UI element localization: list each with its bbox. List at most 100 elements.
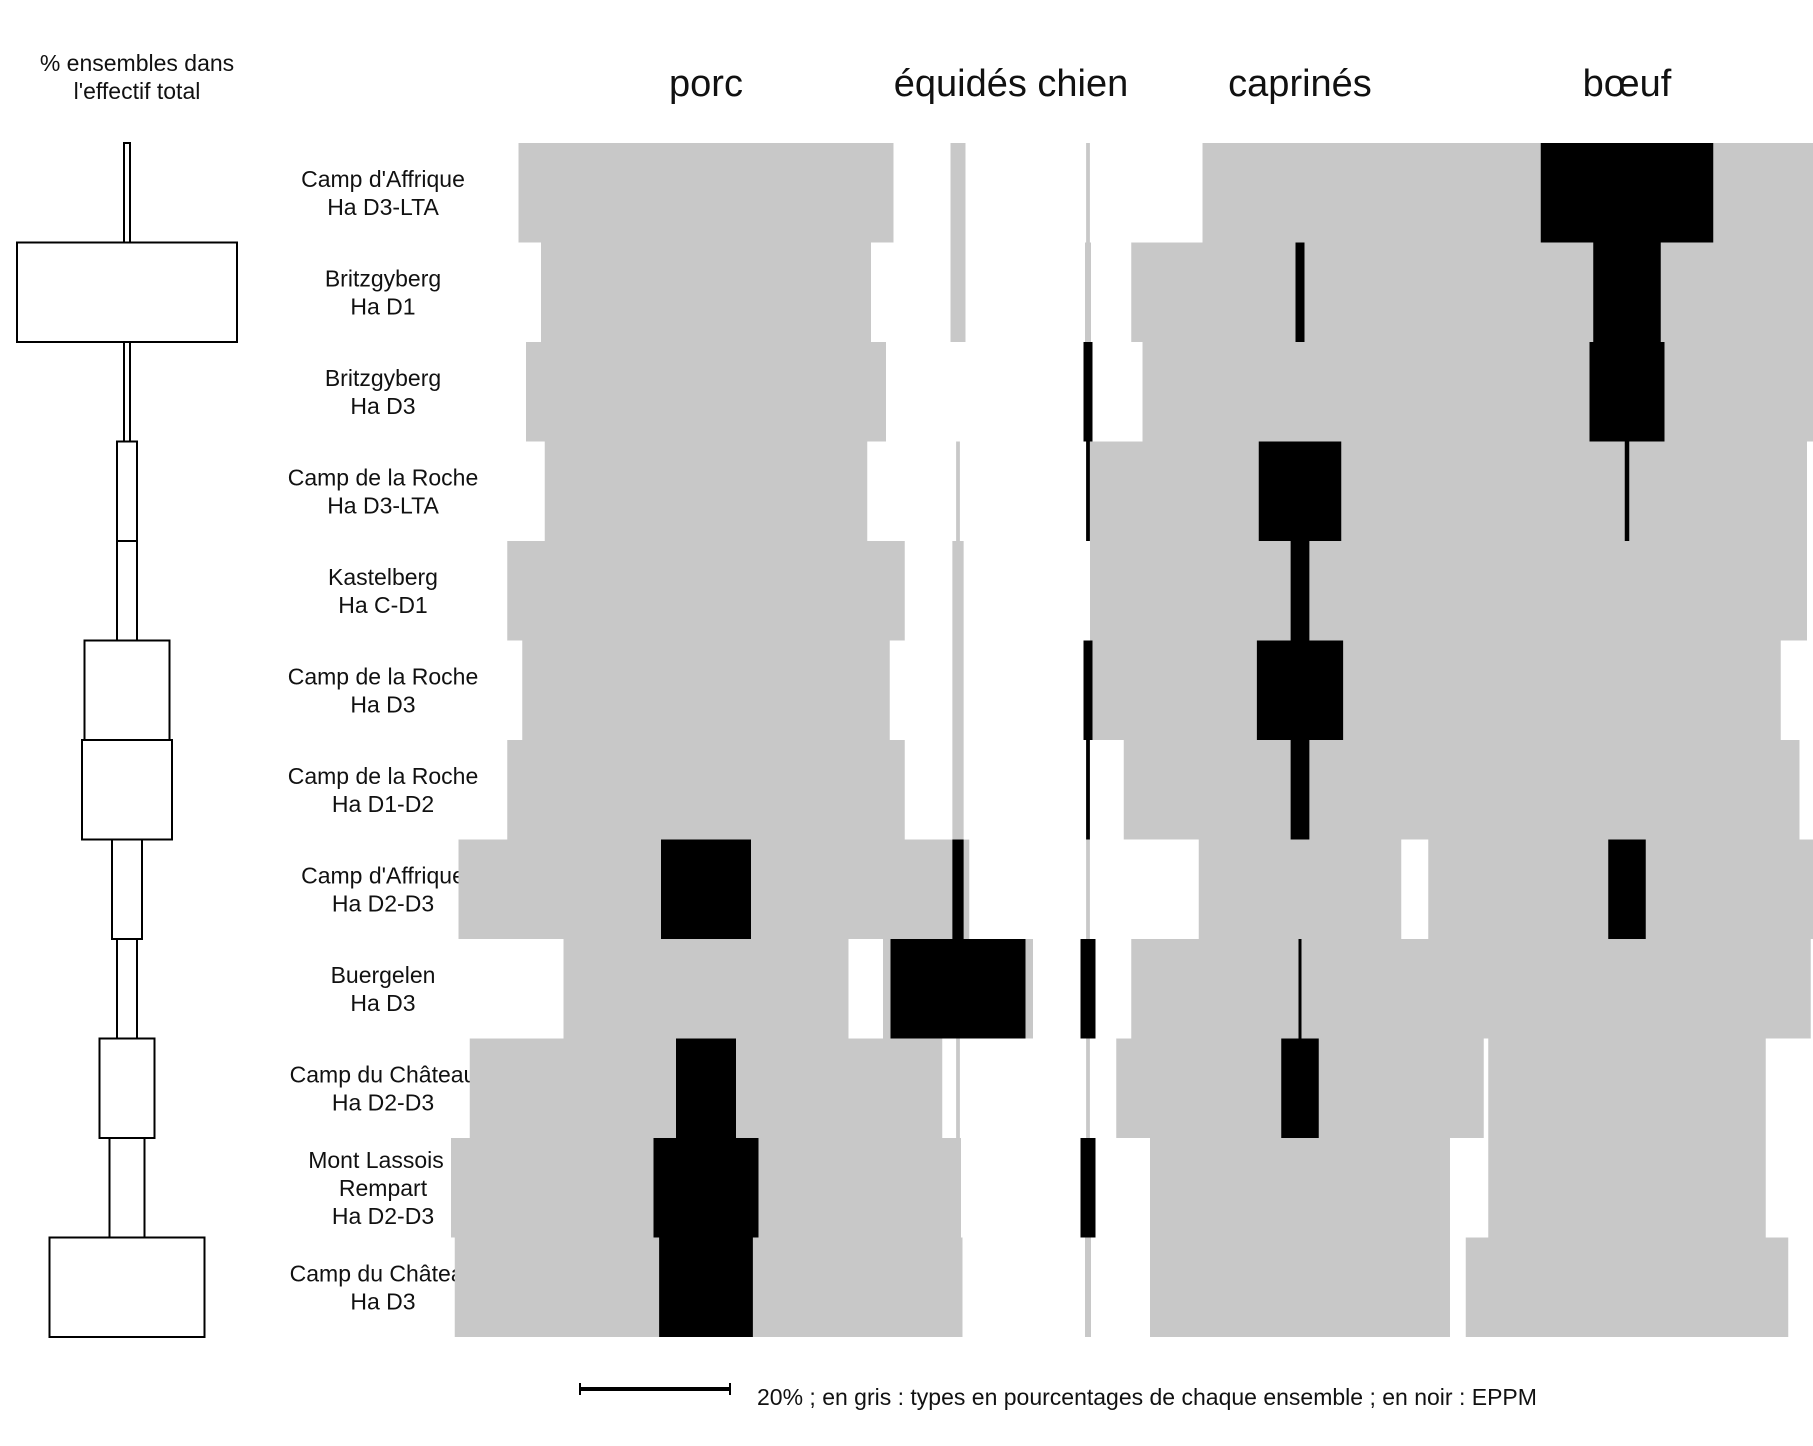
eppm-bar-chien (1080, 1138, 1096, 1238)
percent-bar-porc (518, 143, 894, 243)
eppm-bar-bœuf (1589, 342, 1665, 442)
row-label: Britzgyberg Ha D3 (325, 365, 441, 419)
eppm-bars (653, 143, 1714, 1337)
eppm-bar-caprinés (1258, 441, 1342, 541)
ensemble-share-box (83, 639, 171, 741)
row-label-line: Ha D3-LTA (327, 492, 439, 518)
eppm-bar-porc (676, 1038, 736, 1138)
row-label-line: Camp de la Roche (288, 763, 479, 789)
row-label-line: Ha D3 (350, 1288, 415, 1314)
eppm-bar-chien (1086, 441, 1090, 541)
ensemble-share-box (116, 938, 138, 1040)
column-title-caprines: caprinés (1228, 63, 1372, 105)
row-label: Camp d'Affrique Ha D3-LTA (301, 166, 465, 220)
row-label-line: Rempart (339, 1175, 428, 1201)
percent-bar-caprinés (1150, 1138, 1450, 1238)
percent-bar-équidés (956, 1138, 960, 1238)
percent-bar-porc (526, 342, 886, 442)
row-label: Camp du Château Ha D2-D3 (290, 1061, 477, 1115)
row-label: Britzgyberg Ha D1 (325, 265, 441, 319)
column-title-equides-chien: équidés chien (894, 63, 1129, 105)
eppm-bar-caprinés (1298, 939, 1302, 1039)
percent-bar-bœuf (1447, 541, 1807, 641)
row-label-line: Camp d'Affrique (301, 862, 465, 888)
percent-bar-équidés (950, 143, 966, 243)
ensemble-share-box (111, 838, 143, 940)
ensemble-share-box (116, 540, 138, 642)
eppm-bar-bœuf (1593, 242, 1661, 342)
percent-bar-porc (544, 441, 868, 541)
row-label-line: Camp de la Roche (288, 464, 479, 490)
row-label: Camp de la Roche Ha D3 (288, 663, 479, 717)
percent-bar-bœuf (1488, 1138, 1766, 1238)
row-label-line: Britzgyberg (325, 265, 441, 291)
row-label: Camp de la Roche Ha D3-LTA (288, 464, 479, 518)
eppm-bar-bœuf (1624, 441, 1630, 541)
row-label-line: Ha D2-D3 (332, 1203, 434, 1229)
eppm-bar-porc (661, 839, 751, 939)
percent-bar-porc (563, 939, 849, 1039)
eppm-bar-caprinés (1281, 1038, 1319, 1138)
eppm-bar-porc (659, 1237, 753, 1337)
column-title-porc: porc (669, 63, 743, 105)
percent-bar-chien (1086, 143, 1090, 243)
row-label-line: Ha D3 (350, 691, 415, 717)
row-label: Kastelberg Ha C-D1 (328, 564, 438, 618)
eppm-bar-chien (1083, 640, 1093, 740)
row-label: Mont Lassois -Rempart Ha D2-D3 (308, 1147, 458, 1229)
eppm-bar-caprinés (1290, 740, 1310, 840)
row-label-line: Ha D1 (350, 293, 415, 319)
percent-bar-bœuf (1473, 640, 1781, 740)
ensemble-share-box (108, 1137, 146, 1239)
percent-bar-équidés (952, 640, 964, 740)
row-label-line: Ha D2-D3 (332, 890, 434, 916)
eppm-bar-porc (653, 1138, 759, 1238)
percent-bar-chien (1085, 1237, 1091, 1337)
row-label-line: Ha D1-D2 (332, 791, 434, 817)
row-label-line: Camp du Château (290, 1260, 477, 1286)
row-label-line: Camp de la Roche (288, 663, 479, 689)
row-label: Camp du Château Ha D3 (290, 1260, 477, 1314)
eppm-bar-équidés (890, 939, 1026, 1039)
eppm-bar-caprinés (1256, 640, 1344, 740)
eppm-bar-bœuf (1540, 143, 1714, 243)
row-label: Buergelen Ha D3 (331, 962, 436, 1016)
row-label-line: Ha D2-D3 (332, 1089, 434, 1115)
percent-bar-bœuf (1443, 939, 1811, 1039)
row-label-line: Kastelberg (328, 564, 438, 590)
ensemble-share-box (98, 1037, 156, 1139)
percent-bar-porc (541, 242, 871, 342)
ensemble-share-box (116, 440, 138, 542)
legend: 20% ; en gris : types en pourcentages de… (579, 1383, 1537, 1410)
row-label-line: Buergelen (331, 962, 436, 988)
eppm-bar-chien (1086, 740, 1090, 840)
percent-bar-chien (1086, 839, 1090, 939)
percent-bar-équidés (956, 1038, 960, 1138)
ensemble-share-box (48, 1236, 206, 1338)
row-label-line: Mont Lassois - (308, 1147, 458, 1173)
ensemble-share-box (16, 241, 238, 343)
ensemble-share-box (123, 142, 131, 244)
eppm-bar-équidés (952, 839, 964, 939)
percent-bar-équidés (950, 242, 966, 342)
row-label-line: Ha C-D1 (338, 592, 427, 618)
left-title-line: % ensembles dans (40, 50, 234, 76)
percent-bar-caprinés (1142, 342, 1458, 442)
row-label-line: Camp du Château (290, 1061, 477, 1087)
row-label: Camp d'Affrique Ha D2-D3 (301, 862, 465, 916)
percent-bar-chien (1085, 242, 1091, 342)
row-label-line: Ha D3-LTA (327, 194, 439, 220)
percent-bar-porc (507, 541, 905, 641)
percent-bar-caprinés (1198, 839, 1402, 939)
column-title-boeuf: bœuf (1583, 63, 1672, 105)
column-titles: porc équidés chien caprinés bœuf (669, 63, 1672, 105)
percent-bar-équidés (953, 1237, 963, 1337)
percent-bar-porc (507, 740, 905, 840)
percent-bar-bœuf (1454, 740, 1800, 840)
eppm-bar-chien (1080, 939, 1096, 1039)
eppm-bar-caprinés (1290, 541, 1310, 641)
eppm-bar-chien (1083, 342, 1093, 442)
